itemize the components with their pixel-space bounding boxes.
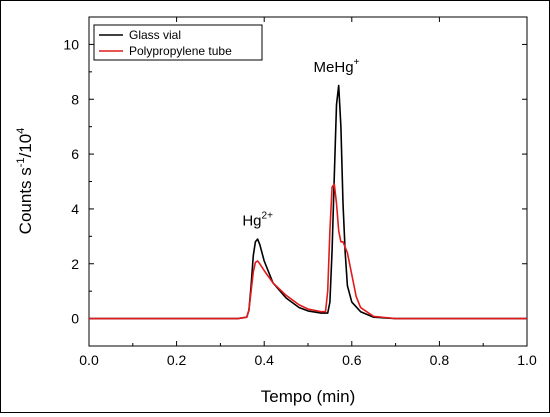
y-axis-ticks: 0 2 4 6 8 10	[63, 36, 527, 327]
y-title-exp1: -1	[15, 157, 27, 167]
x-tick-label: 1.0	[517, 352, 537, 368]
series-line-polypropylene-tube	[89, 183, 527, 320]
x-tick-label: 0.0	[79, 352, 99, 368]
series-line-glass-vial	[89, 84, 527, 320]
y-tick-label: 8	[71, 91, 79, 107]
legend-box	[93, 24, 263, 61]
y-title-mid: /10	[16, 134, 35, 158]
legend-label-glass-vial: Glass vial	[129, 28, 181, 42]
peak-label: MeHg+	[314, 57, 360, 76]
y-title-base: Counts s	[16, 167, 35, 234]
x-axis-title: Tempo (min)	[261, 387, 355, 406]
y-tick-label: 0	[71, 311, 79, 327]
y-title-exp2: 4	[15, 128, 27, 134]
plot-area	[88, 16, 528, 347]
y-tick-label: 10	[63, 36, 79, 52]
y-tick-label: 6	[71, 146, 79, 162]
x-axis-ticks: 0.0 0.2 0.4 0.6 0.8 1.0	[79, 17, 537, 368]
y-axis-title: Counts s-1/104	[15, 128, 35, 235]
x-tick-label: 0.8	[430, 352, 450, 368]
series-layer	[89, 84, 527, 320]
y-tick-label: 4	[71, 201, 79, 217]
x-tick-label: 0.2	[167, 352, 187, 368]
y-tick-label: 2	[71, 256, 79, 272]
x-tick-label: 0.6	[342, 352, 362, 368]
annotations: Hg2+ MeHg+	[242, 57, 359, 230]
peak-label: Hg2+	[242, 210, 273, 229]
x-tick-label: 0.4	[254, 352, 274, 368]
legend: Glass vial Polypropylene tube	[93, 24, 263, 61]
legend-label-polypropylene-tube: Polypropylene tube	[129, 44, 232, 58]
